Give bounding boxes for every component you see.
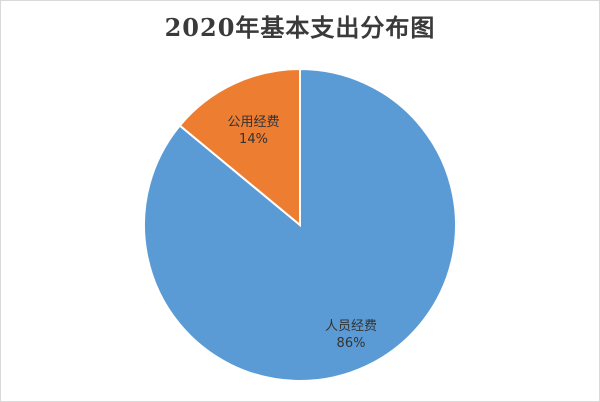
slice-label-1: 人员经费 [325,319,377,334]
slice-percent-2: 14% [239,132,268,147]
chart-title: 2020年基本支出分布图 [164,13,436,42]
slice-percent-1: 86% [337,336,366,351]
pie-slices [143,67,457,382]
pie-labels: 人员经费 86% 公用经费 14% [227,115,377,351]
pie-slice-2 [178,67,301,228]
slice-label-2: 公用经费 [227,115,279,130]
